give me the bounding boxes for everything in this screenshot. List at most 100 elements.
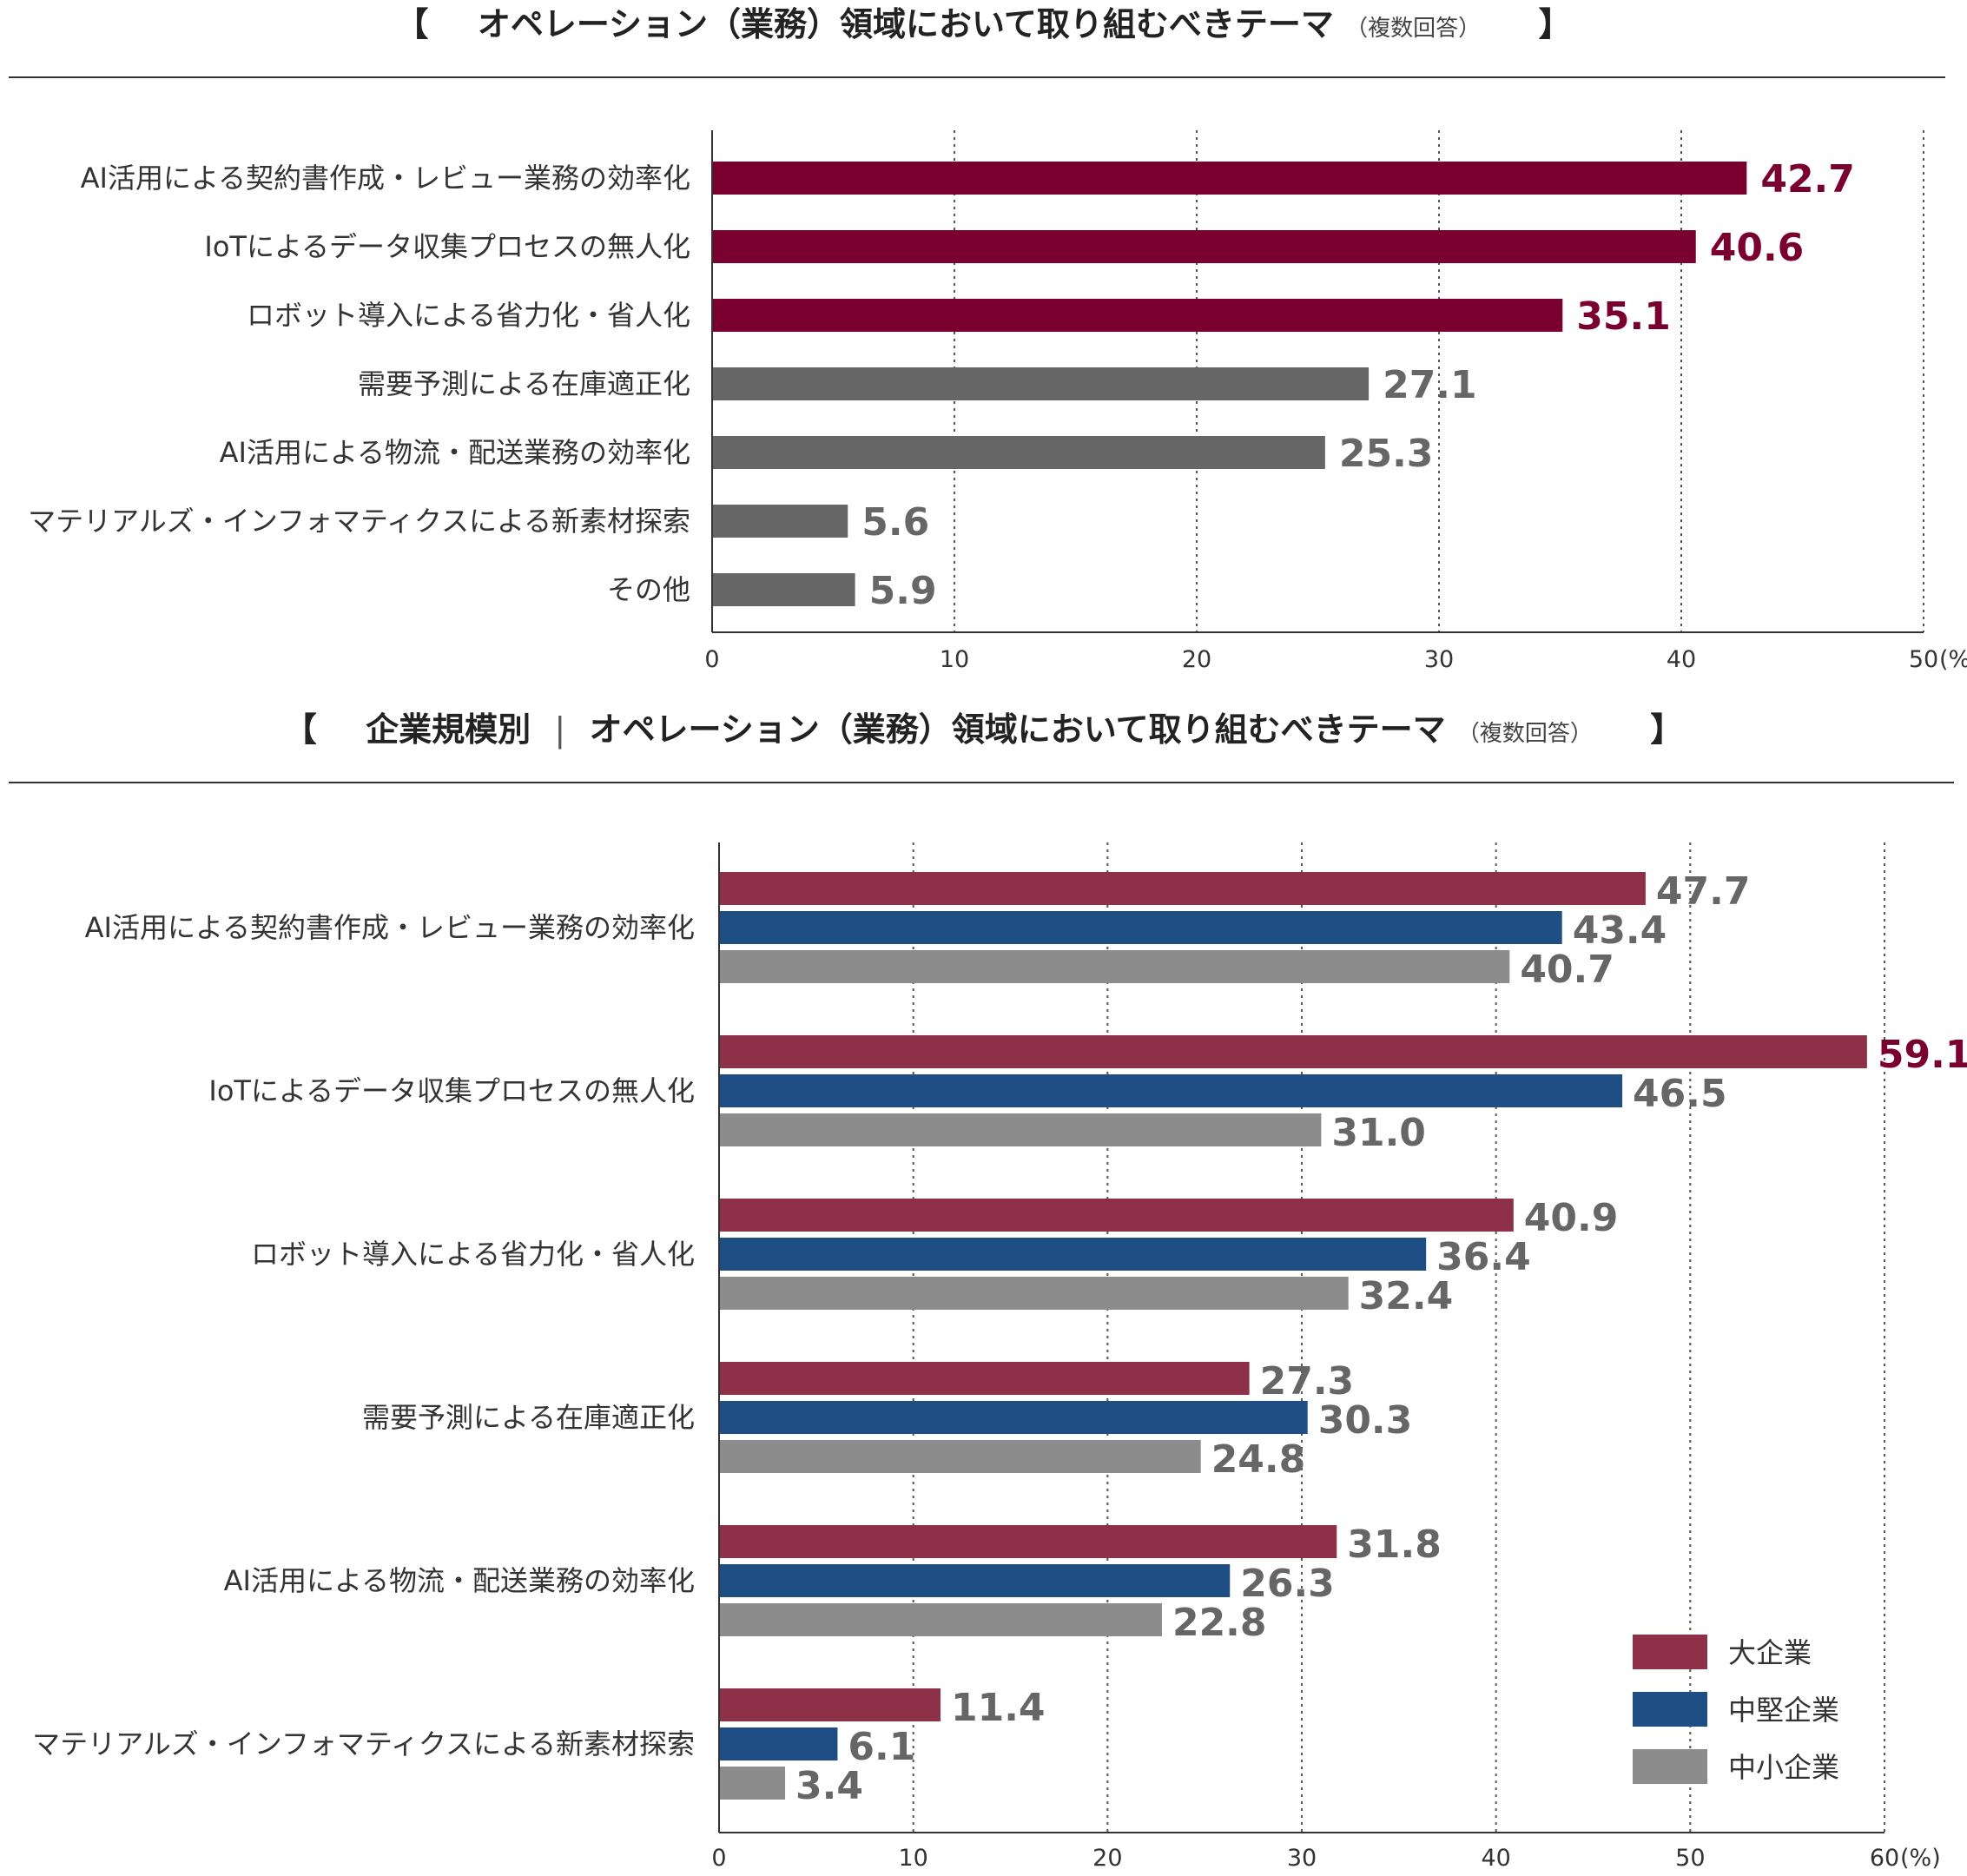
chart1-bar (713, 162, 1747, 195)
chart2-title-separator: | (554, 710, 566, 749)
chart2-bar (720, 1362, 1250, 1395)
chart2-x-tick-label: 0 (711, 1845, 726, 1872)
chart1-bracket-close: 】 (1538, 5, 1572, 43)
chart2-value-label: 24.8 (1211, 1437, 1306, 1482)
chart1-x-tick-label: 40 (1667, 646, 1696, 673)
chart2-legend-label: 大企業 (1728, 1636, 1812, 1669)
chart2-value-label: 40.7 (1520, 948, 1614, 992)
chart2-value-label: 46.5 (1633, 1072, 1727, 1116)
chart2-category-label: ロボット導入による省力化・省人化 (251, 1238, 695, 1271)
chart2-bar (720, 1277, 1349, 1310)
chart2-title-note: （複数回答） (1456, 721, 1593, 747)
chart2-x-tick-label: 40 (1481, 1845, 1510, 1872)
chart1-value-label: 5.6 (861, 500, 929, 545)
chart2-value-label: 3.4 (795, 1764, 863, 1808)
chart1-bar (713, 230, 1696, 263)
chart2-bar (720, 1074, 1623, 1107)
chart2-value-label: 27.3 (1260, 1359, 1355, 1404)
chart2-legend-swatch (1633, 1692, 1707, 1727)
chart2-title-prefix: 企業規模別 (366, 710, 531, 749)
chart2-category-label: AI活用による物流・配送業務の効率化 (224, 1564, 695, 1597)
chart2-legend-label: 中堅企業 (1728, 1694, 1839, 1727)
chart1-unit-label: (%) (1939, 646, 1967, 673)
chart2-bar (720, 1238, 1427, 1271)
chart1-bar (713, 505, 848, 538)
chart1-x-tick-label: 50 (1909, 646, 1938, 673)
chart1-category-label: 需要予測による在庫適正化 (358, 367, 690, 400)
chart1-bar (713, 299, 1563, 332)
chart2-value-label: 11.4 (951, 1686, 1046, 1730)
chart2-bar (720, 872, 1646, 905)
chart2-title-rule (9, 782, 1954, 783)
chart2-bracket-close: 】 (1650, 710, 1684, 749)
chart1-x-tick-label: 20 (1182, 646, 1211, 673)
chart2-category-label: AI活用による契約書作成・レビュー業務の効率化 (85, 911, 695, 944)
chart2-value-label: 22.8 (1172, 1601, 1267, 1645)
chart2-value-label: 26.3 (1240, 1562, 1335, 1606)
chart1-category-label: AI活用による物流・配送業務の効率化 (220, 436, 690, 469)
chart2-category-label: IoTによるデータ収集プロセスの無人化 (208, 1074, 695, 1107)
chart1-category-label: AI活用による契約書作成・レビュー業務の効率化 (81, 162, 690, 195)
chart1-x-tick-label: 0 (704, 646, 719, 673)
chart1-title: オペレーション（業務）領域において取り組むべきテーマ (477, 5, 1334, 43)
chart1-x-tick-label: 10 (940, 646, 969, 673)
chart2-category-label: 需要予測による在庫適正化 (362, 1401, 695, 1434)
chart1-title-note: （複数回答） (1345, 16, 1482, 42)
chart2-value-label: 59.1 (1878, 1033, 1967, 1077)
chart1-category-label: その他 (607, 573, 690, 606)
chart1-value-label: 35.1 (1576, 294, 1671, 339)
chart1-category-label: IoTによるデータ収集プロセスの無人化 (204, 230, 690, 263)
chart2-title: オペレーション（業務）領域において取り組むべきテーマ (589, 710, 1446, 749)
chart2-legend-swatch (1633, 1749, 1707, 1784)
chart2-legend-swatch (1633, 1635, 1707, 1669)
chart2-unit-label: (%) (1900, 1845, 1941, 1872)
chart1-value-label: 42.7 (1760, 157, 1855, 201)
chart2-bar (720, 911, 1562, 944)
chart1-value-label: 5.9 (869, 569, 937, 613)
chart2-x-tick-label: 10 (898, 1845, 927, 1872)
chart2-legend-label: 中小企業 (1728, 1751, 1839, 1784)
chart2-bar (720, 1525, 1337, 1558)
chart1-bar (713, 436, 1325, 469)
chart2-bar (720, 1603, 1162, 1636)
chart2-value-label: 43.4 (1573, 908, 1667, 953)
chart2-value-label: 30.3 (1318, 1398, 1413, 1443)
chart2-value-label: 32.4 (1359, 1274, 1454, 1318)
chart2-value-label: 36.4 (1436, 1235, 1531, 1279)
chart2-bar (720, 1035, 1867, 1068)
chart2-x-tick-label: 60 (1870, 1845, 1899, 1872)
chart2-bar (720, 1767, 786, 1800)
chart1-heading: 【 オペレーション（業務）領域において取り組むべきテーマ （複数回答） 】 (0, 0, 1967, 53)
chart2-value-label: 40.9 (1524, 1196, 1619, 1240)
chart2-value-label: 47.7 (1656, 869, 1751, 914)
chart2-bar (720, 1688, 941, 1721)
chart2-svg: 0 10 20 30 40 50 60 (%) AI活用による契約書作成・レビュー業務の効率化 4… (32, 842, 1967, 1872)
chart2-bar (720, 1727, 838, 1760)
chart1-value-label: 27.1 (1383, 363, 1477, 407)
chart2-bar (720, 950, 1510, 983)
chart1-x-tick-label: 30 (1424, 646, 1454, 673)
chart2-bracket-open: 【 (283, 710, 317, 749)
chart1-category-label: マテリアルズ・インフォマティクスによる新素材探索 (28, 505, 690, 538)
chart1-bar (713, 573, 855, 606)
chart2-heading: 【 企業規模別 | オペレーション（業務）領域において取り組むべきテーマ （複数… (0, 705, 1967, 758)
chart2-value-label: 31.0 (1331, 1111, 1426, 1155)
chart2-bar (720, 1440, 1201, 1473)
chart1-value-label: 25.3 (1339, 432, 1434, 476)
chart1-category-label: ロボット導入による省力化・省人化 (247, 299, 690, 332)
chart2-bar (720, 1113, 1322, 1146)
chart2-x-tick-label: 20 (1092, 1845, 1122, 1872)
chart2-bar (720, 1199, 1514, 1232)
chart2-bar (720, 1401, 1308, 1434)
chart1-value-label: 40.6 (1710, 226, 1805, 270)
chart1-bracket-open: 【 (395, 5, 429, 43)
chart1-bar (713, 367, 1370, 400)
chart1-title-rule (9, 76, 1945, 78)
chart1-svg: 0 10 20 30 40 50(%) AI活用による契約書作成・レビュー業務の効率化 42.… (28, 130, 1967, 673)
chart2-category-label: マテリアルズ・インフォマティクスによる新素材探索 (32, 1727, 695, 1760)
chart2-x-tick-label: 30 (1287, 1845, 1317, 1872)
chart2-x-tick-label: 50 (1675, 1845, 1705, 1872)
chart2-bar (720, 1564, 1231, 1597)
chart2-value-label: 31.8 (1347, 1523, 1442, 1567)
chart2-value-label: 6.1 (848, 1725, 915, 1769)
